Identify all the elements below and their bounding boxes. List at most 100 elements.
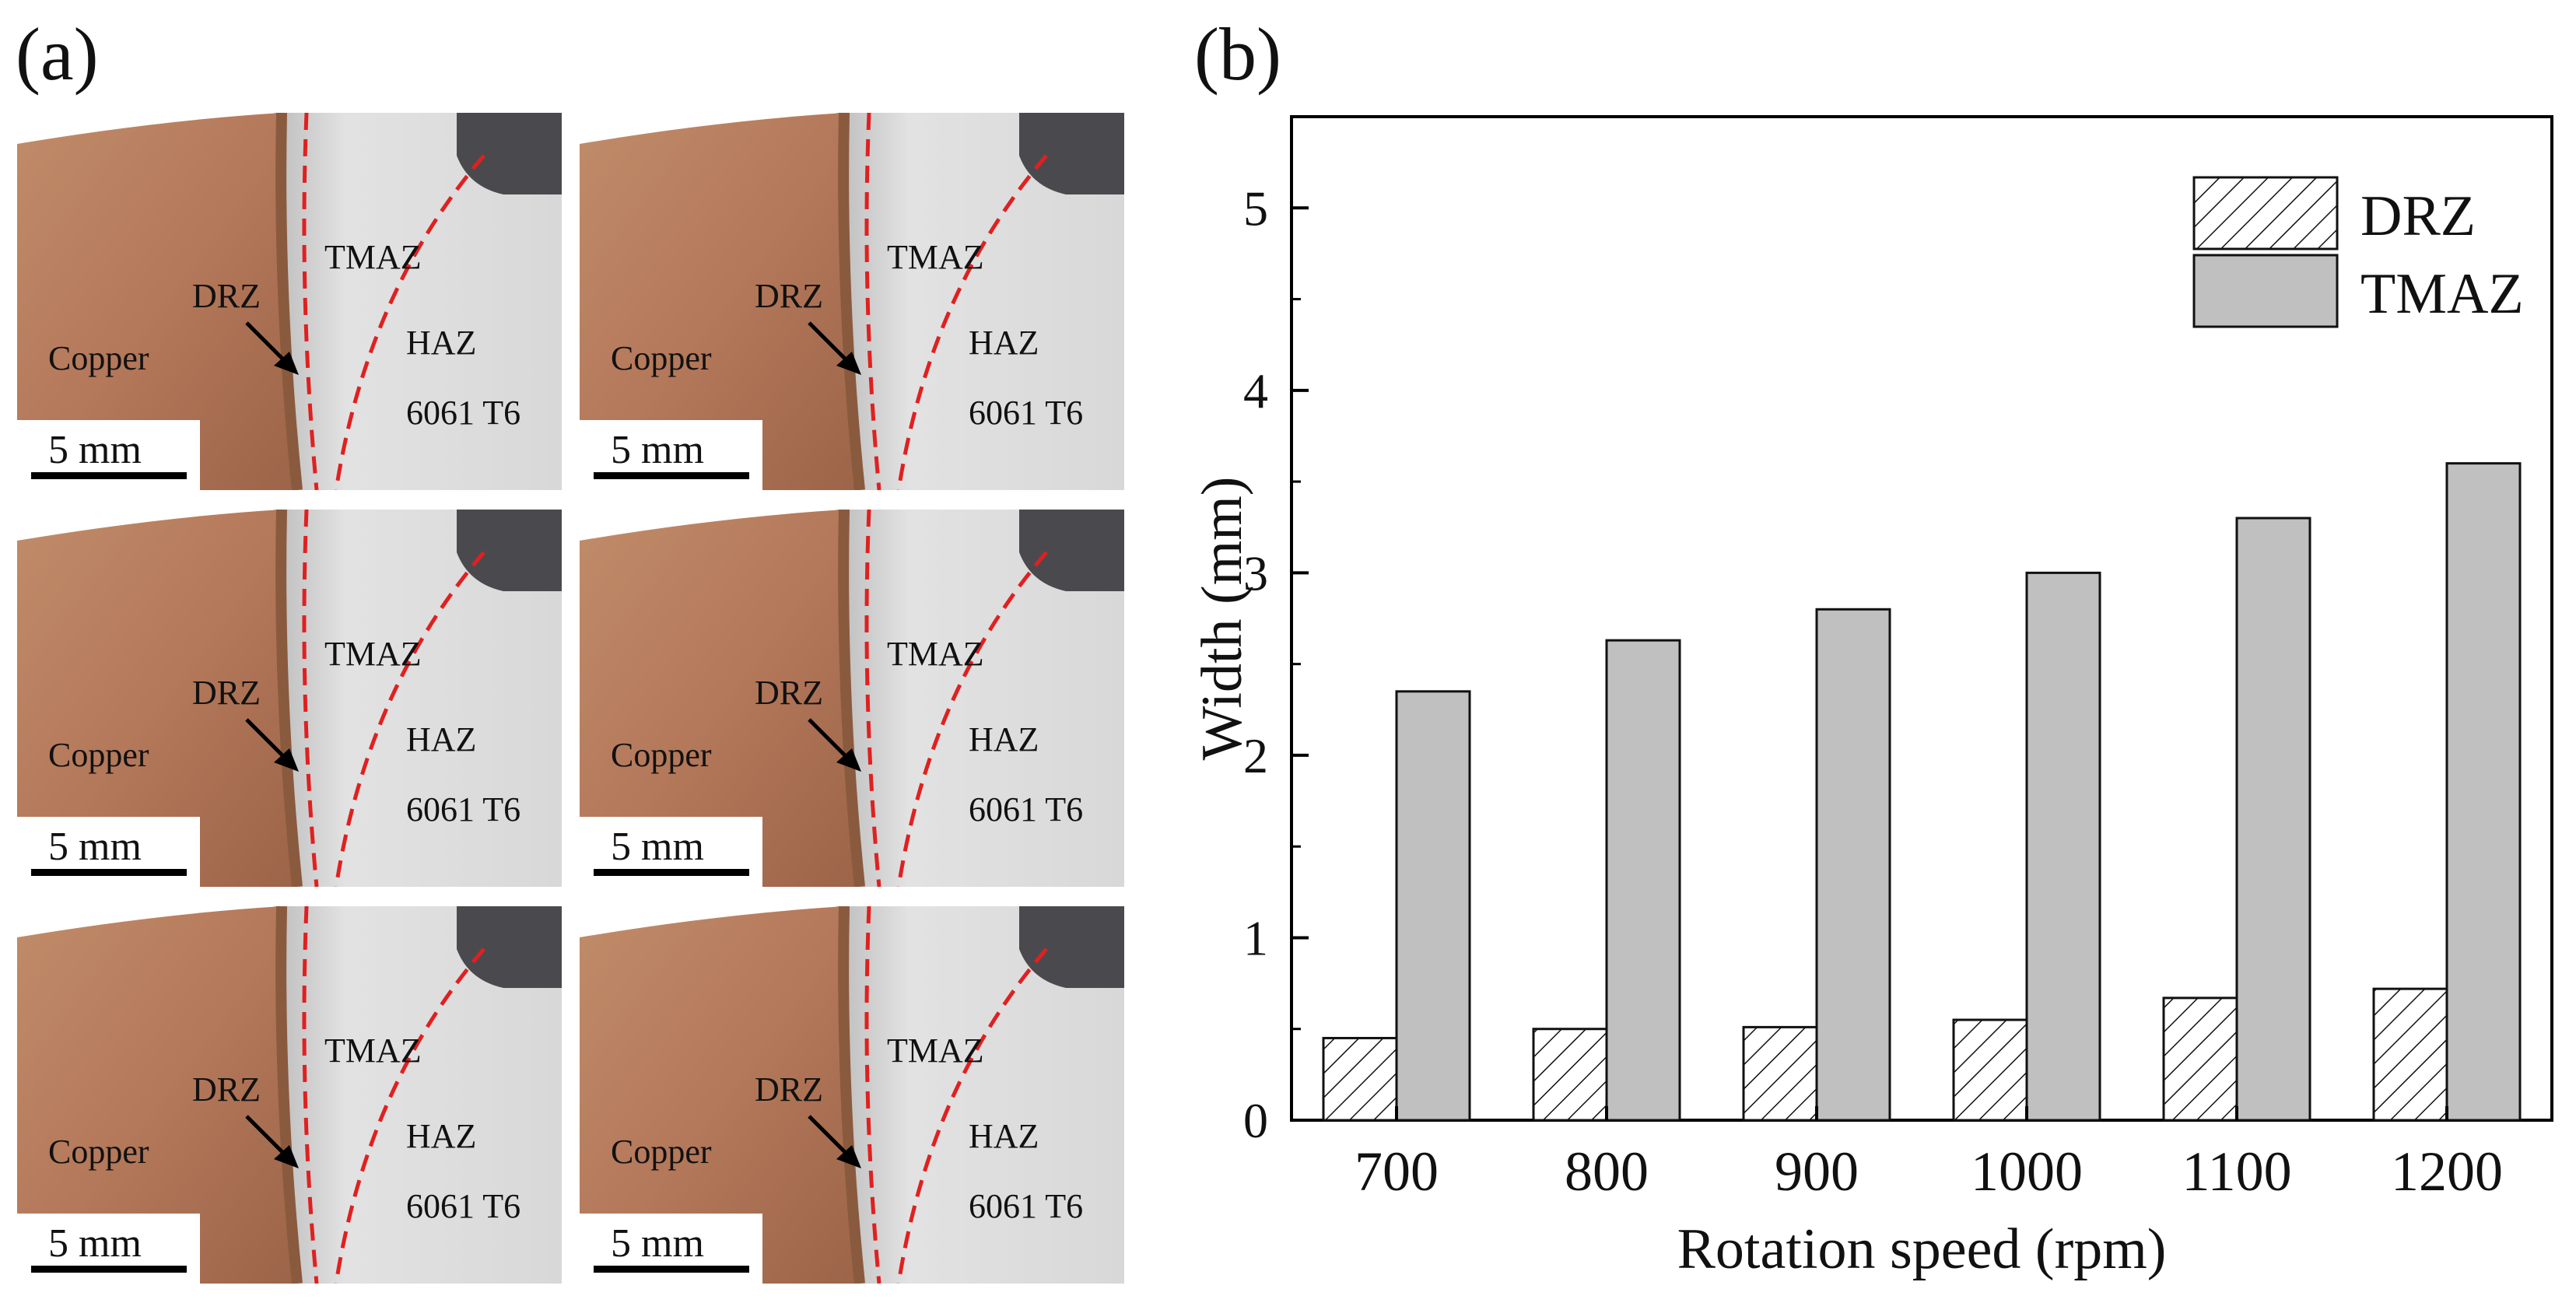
drz-arrow-head — [836, 352, 861, 375]
copper-region — [580, 510, 860, 887]
bar-tmaz-1100 — [2235, 517, 2311, 1122]
bar-drz-1000 — [1952, 1018, 2028, 1122]
label-drz: DRZ — [755, 674, 823, 712]
mount-region — [1019, 510, 1124, 591]
label-copper: Copper — [611, 736, 712, 774]
scale-bar-label: 5 mm — [611, 825, 704, 869]
legend-swatch-drz — [2192, 176, 2339, 250]
interface-line — [275, 906, 303, 1284]
label-haz: HAZ — [969, 324, 1039, 362]
bar-tmaz-800 — [1605, 639, 1681, 1122]
scale-bar-label: 5 mm — [48, 825, 142, 869]
interface-line — [275, 113, 303, 490]
y-tick-label: 2 — [1243, 728, 1268, 783]
label-haz: HAZ — [969, 1117, 1039, 1155]
scale-bar-label: 5 mm — [611, 428, 704, 472]
drz-boundary — [864, 510, 881, 887]
y-tick-label: 4 — [1243, 363, 1268, 419]
mount-region — [1019, 113, 1124, 194]
bar-drz-700 — [1322, 1036, 1398, 1122]
label-haz: HAZ — [406, 720, 476, 758]
mount-region — [457, 510, 562, 591]
bar-tmaz-700 — [1395, 690, 1471, 1122]
label-drz: DRZ — [192, 277, 261, 315]
y-tick-label: 5 — [1243, 180, 1268, 236]
scale-bar-label: 5 mm — [611, 1221, 704, 1266]
y-tick-label: 3 — [1243, 545, 1268, 601]
drz-boundary — [864, 906, 881, 1284]
mount-region — [457, 906, 562, 988]
micrograph-1: DRZ TMAZ HAZ Copper 6061 T6 5 mm — [17, 113, 562, 490]
x-axis-title: Rotation speed (rpm) — [1677, 1217, 2167, 1281]
label-tmaz: TMAZ — [887, 635, 984, 673]
micrograph-3: DRZ TMAZ HAZ Copper 6061 T6 5 mm — [17, 510, 562, 887]
micrograph-grid: DRZ TMAZ HAZ Copper 6061 T6 5 mm DRZ TMAZ HAZ Cop… — [17, 113, 1124, 1284]
micrograph-4: DRZ TMAZ HAZ Copper 6061 T6 5 mm — [580, 510, 1124, 887]
plot-frame — [1290, 115, 2553, 1122]
label-6061: 6061 T6 — [406, 394, 520, 432]
label-copper: Copper — [48, 339, 149, 377]
label-copper: Copper — [48, 736, 149, 774]
label-tmaz: TMAZ — [324, 1032, 422, 1070]
scale-bar — [594, 869, 749, 876]
drz-arrow-head — [274, 748, 299, 772]
y-axis-title: Width (mm) — [1190, 477, 1254, 761]
micrograph-6: DRZ TMAZ HAZ Copper 6061 T6 5 mm — [580, 906, 1124, 1284]
copper-region — [17, 113, 297, 490]
bar-tmaz-1000 — [2025, 571, 2101, 1122]
aluminum-region — [274, 113, 562, 490]
drz-boundary — [302, 113, 319, 490]
label-drz: DRZ — [192, 674, 261, 712]
label-tmaz: TMAZ — [887, 1032, 984, 1070]
label-6061: 6061 T6 — [406, 1187, 520, 1225]
micrograph-2: DRZ TMAZ HAZ Copper 6061 T6 5 mm — [580, 113, 1124, 490]
scale-bar-label: 5 mm — [48, 1221, 142, 1266]
aluminum-region — [836, 510, 1124, 887]
mount-region — [457, 113, 562, 194]
x-tick-label: 1200 — [2391, 1140, 2503, 1203]
scale-bar — [31, 1266, 187, 1273]
interface-line — [275, 510, 303, 887]
label-drz: DRZ — [192, 1070, 261, 1109]
bar-drz-1200 — [2372, 987, 2448, 1122]
label-haz: HAZ — [406, 324, 476, 362]
label-copper: Copper — [611, 1133, 712, 1171]
copper-region — [580, 113, 860, 490]
label-6061: 6061 T6 — [969, 790, 1083, 828]
copper-region — [17, 510, 297, 887]
panel-a-label: (a) — [16, 12, 99, 96]
panel-b-label: (b) — [1194, 12, 1281, 96]
y-tick-label: 0 — [1243, 1093, 1268, 1148]
aluminum-region — [836, 113, 1124, 490]
aluminum-region — [274, 510, 562, 887]
micrograph-5: DRZ TMAZ HAZ Copper 6061 T6 5 mm — [17, 906, 562, 1284]
label-tmaz: TMAZ — [887, 238, 984, 276]
copper-region — [580, 906, 860, 1284]
drz-arrow-head — [836, 1145, 861, 1168]
scale-bar-label: 5 mm — [48, 428, 142, 472]
label-drz: DRZ — [755, 277, 823, 315]
bar-tmaz-900 — [1815, 608, 1891, 1122]
legend-label-drz: DRZ — [2360, 184, 2476, 248]
interface-line — [838, 906, 865, 1284]
scale-bar — [31, 869, 187, 876]
copper-region — [17, 906, 297, 1284]
x-tick-label: 1000 — [1971, 1140, 2083, 1203]
x-tick-label: 700 — [1355, 1140, 1439, 1203]
drz-arrow-head — [274, 1145, 299, 1168]
bar-drz-1100 — [2162, 997, 2238, 1122]
scale-bar — [594, 1266, 749, 1273]
drz-boundary — [864, 113, 881, 490]
interface-line — [838, 113, 865, 490]
drz-arrow-head — [836, 748, 861, 772]
y-tick-label: 1 — [1243, 910, 1268, 965]
label-6061: 6061 T6 — [406, 790, 520, 828]
aluminum-region — [836, 906, 1124, 1284]
x-tick-label: 900 — [1775, 1140, 1859, 1203]
label-tmaz: TMAZ — [324, 635, 422, 673]
scale-bar — [31, 472, 187, 479]
label-drz: DRZ — [755, 1070, 823, 1109]
drz-arrow-head — [274, 352, 299, 375]
label-copper: Copper — [48, 1133, 149, 1171]
